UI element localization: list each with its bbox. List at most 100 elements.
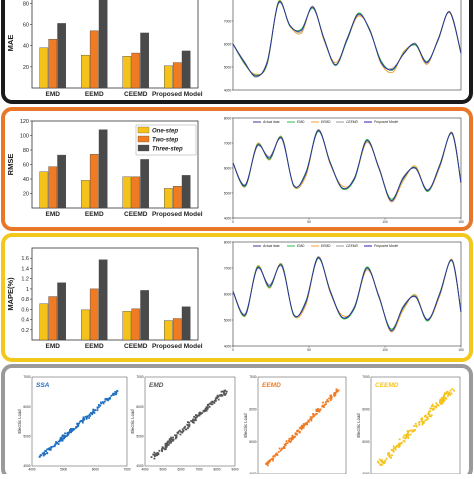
mape-bar-3-2	[182, 307, 190, 340]
mape-ytick-label: 1.6	[21, 256, 29, 262]
rmse-category-label: CEEMD	[124, 211, 148, 218]
mae-ytick-label: 40	[23, 44, 29, 50]
emd-scatter-point	[157, 452, 159, 454]
ssa-xtick-label: 6000	[92, 468, 99, 472]
emd-scatter-point	[190, 420, 192, 422]
emd-scatter-point	[154, 458, 156, 460]
eemd-scatter-point	[281, 449, 283, 451]
rmse-ytick-label: 6000	[224, 166, 231, 170]
emd-scatter-point	[192, 420, 194, 422]
eemd-scatter-point	[284, 444, 286, 446]
ceemd-scatter-point	[395, 447, 397, 449]
bar-legend-label: Two-step	[152, 138, 178, 144]
eemd-scatter-point	[272, 456, 274, 458]
mape-category-label: CEEMD	[124, 343, 148, 350]
emd-scatter-point	[154, 454, 156, 456]
eemd-scatter-point	[279, 448, 281, 450]
ceemd-scatter-point	[410, 434, 412, 436]
ceemd-scatter-point	[401, 442, 403, 444]
emd-scatter-point	[207, 404, 209, 406]
emd-scatter-point	[166, 441, 168, 443]
ssa-ylabel: Electric Load	[17, 409, 22, 434]
mape-category-label: Proposed Model	[152, 343, 203, 350]
emd-xtick-label: 9000	[231, 468, 238, 472]
eemd-scatter-point	[278, 451, 280, 453]
ssa-scatter-point	[91, 413, 93, 415]
emd-scatter-point	[192, 421, 194, 423]
rmse-ytick-label: 100	[20, 134, 29, 140]
mape-category-label: EEMD	[85, 343, 104, 350]
ceemd-scatter-point	[448, 393, 450, 395]
ceemd-scatter-point	[435, 407, 437, 409]
emd-xtick-label: 4000	[141, 468, 148, 472]
emd-xtick-label: 7000	[195, 468, 202, 472]
ceemd-scatter-point	[421, 417, 423, 419]
rmse-category-label: EEMD	[85, 211, 104, 218]
emd-scatter-point	[169, 440, 171, 442]
eemd-scatter-point	[319, 409, 321, 411]
ceemd-scatter-point	[445, 397, 447, 399]
ceemd-scatter-point	[399, 444, 401, 446]
emd-scatter-point	[185, 428, 187, 430]
eemd-scatter-point	[272, 460, 274, 462]
ceemd-scatter-point	[443, 396, 445, 398]
emd-scatter-point	[203, 410, 205, 412]
eemd-scatter-point	[321, 406, 323, 408]
emd-title: EMD	[149, 382, 164, 389]
mae-category-label: EEMD	[85, 91, 104, 98]
emd-scatter-point	[158, 450, 160, 452]
rmse-bar-1-2	[99, 130, 107, 208]
emd-xtick-label: 5000	[159, 468, 166, 472]
ceemd-scatter-point	[452, 388, 454, 390]
eemd-title: EEMD	[262, 382, 281, 389]
eemd-scatter-point	[325, 403, 327, 405]
ceemd-scatter-point	[387, 454, 389, 456]
mae-bar-0-2	[58, 23, 66, 88]
mae-ytick-label: 80	[23, 1, 29, 7]
eemd-scatter-point	[336, 388, 338, 390]
rmse-legend-label: EMD	[297, 120, 305, 124]
emd-scatter-point	[200, 412, 202, 414]
mae-ytick-label: 4000	[224, 88, 231, 92]
ceemd-scatter-point	[428, 415, 430, 417]
ceemd-scatter-point	[393, 451, 395, 453]
eemd-scatter-point	[274, 455, 276, 457]
ceemd-scatter-point	[379, 463, 381, 465]
emd-ytick-label: 7000	[136, 375, 143, 379]
ceemd-scatter-point	[418, 424, 420, 426]
ssa-scatter-point	[104, 398, 106, 400]
emd-scatter-point	[161, 450, 163, 452]
mape-bar-1-2	[99, 260, 107, 340]
ssa-ytick-label: 6000	[23, 405, 30, 409]
eemd-ytick-label: 5000	[249, 440, 256, 444]
mape-bar-3-1	[173, 319, 181, 340]
emd-scatter-point	[169, 442, 171, 444]
rmse-xtick-label: 50	[307, 220, 311, 224]
emd-scatter-point	[212, 401, 214, 403]
mape-category-label: EMD	[46, 343, 61, 350]
emd-xtick-label: 6000	[177, 468, 184, 472]
ceemd-scatter-point	[429, 407, 431, 409]
ceemd-scatter-point	[426, 419, 428, 421]
eemd-scatter-point	[313, 414, 315, 416]
eemd-scatter-point	[316, 409, 318, 411]
ceemd-scatter-point	[403, 434, 405, 436]
ceemd-scatter-point	[443, 398, 445, 400]
ceemd-title: CEEMD	[375, 382, 399, 389]
mae-bar-2-2	[141, 33, 149, 88]
eemd-scatter-point	[322, 402, 324, 404]
mape-plot-area	[233, 242, 461, 346]
ssa-scatter-point	[44, 450, 46, 452]
emd-scatter-point	[187, 424, 189, 426]
ceemd-scatter-point	[438, 405, 440, 407]
ceemd-scatter-point	[446, 392, 448, 394]
ceemd-scatter-point	[432, 404, 434, 406]
rmse-legend-label: CEEMD	[346, 120, 359, 124]
ssa-scatter-point	[43, 453, 45, 455]
mae-ytick-label: 7000	[224, 19, 231, 23]
eemd-scatter-point	[294, 436, 296, 438]
ssa-scatter-point	[87, 415, 89, 417]
mae-plot-area	[233, 0, 461, 90]
